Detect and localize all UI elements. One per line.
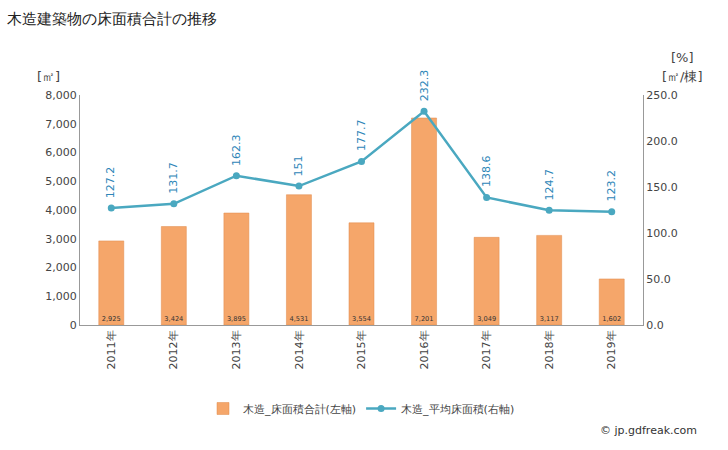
svg-text:2016年: 2016年	[418, 330, 431, 369]
svg-text:123.2: 123.2	[605, 170, 618, 202]
svg-text:5,000: 5,000	[45, 175, 77, 188]
svg-text:127.2: 127.2	[104, 167, 117, 199]
svg-text:124.7: 124.7	[543, 169, 556, 201]
svg-text:木造_床面積合計(左軸): 木造_床面積合計(左軸)	[243, 403, 356, 416]
svg-text:177.7: 177.7	[355, 120, 368, 152]
svg-text:[%]: [%]	[671, 50, 694, 65]
svg-text:3,424: 3,424	[164, 315, 183, 323]
svg-text:250.0: 250.0	[646, 89, 678, 102]
svg-text:1,000: 1,000	[45, 290, 77, 303]
svg-text:木造_平均床面積(右軸): 木造_平均床面積(右軸)	[401, 403, 514, 416]
svg-text:151: 151	[292, 156, 305, 177]
svg-text:138.6: 138.6	[480, 156, 493, 188]
svg-text:2013年: 2013年	[230, 330, 243, 369]
svg-text:4,000: 4,000	[45, 204, 77, 217]
svg-text:7,000: 7,000	[45, 118, 77, 131]
svg-text:3,117: 3,117	[540, 315, 559, 323]
svg-text:2014年: 2014年	[293, 330, 306, 369]
svg-text:3,049: 3,049	[477, 315, 496, 323]
svg-text:3,895: 3,895	[227, 315, 246, 323]
svg-text:8,000: 8,000	[45, 89, 77, 102]
svg-text:0: 0	[70, 319, 77, 332]
svg-text:[㎡]: [㎡]	[37, 69, 60, 84]
svg-text:2011年: 2011年	[105, 330, 118, 369]
svg-text:2,925: 2,925	[102, 315, 121, 323]
svg-text:2018年: 2018年	[543, 330, 556, 369]
svg-text:100.0: 100.0	[646, 227, 678, 240]
svg-text:2012年: 2012年	[167, 330, 180, 369]
svg-text:2015年: 2015年	[355, 330, 368, 369]
svg-text:木造建築物の床面積合計の推移: 木造建築物の床面積合計の推移	[7, 10, 217, 28]
svg-text:162.3: 162.3	[230, 135, 243, 167]
svg-text:2019年: 2019年	[605, 330, 618, 369]
svg-text:6,000: 6,000	[45, 146, 77, 159]
svg-text:0.0: 0.0	[646, 319, 664, 332]
svg-text:[㎡/棟]: [㎡/棟]	[662, 69, 703, 84]
svg-text:2,000: 2,000	[45, 261, 77, 274]
svg-text:2017年: 2017年	[480, 330, 493, 369]
svg-text:7,201: 7,201	[415, 315, 434, 323]
svg-text:200.0: 200.0	[646, 135, 678, 148]
svg-text:232.3: 232.3	[418, 70, 431, 102]
svg-text:3,554: 3,554	[352, 315, 371, 323]
svg-text:© jp.gdfreak.com: © jp.gdfreak.com	[600, 424, 697, 437]
svg-text:150.0: 150.0	[646, 181, 678, 194]
svg-text:131.7: 131.7	[167, 162, 180, 194]
svg-text:1,602: 1,602	[602, 315, 621, 323]
svg-text:50.0: 50.0	[646, 273, 671, 286]
svg-text:4,531: 4,531	[289, 315, 308, 323]
svg-text:3,000: 3,000	[45, 233, 77, 246]
